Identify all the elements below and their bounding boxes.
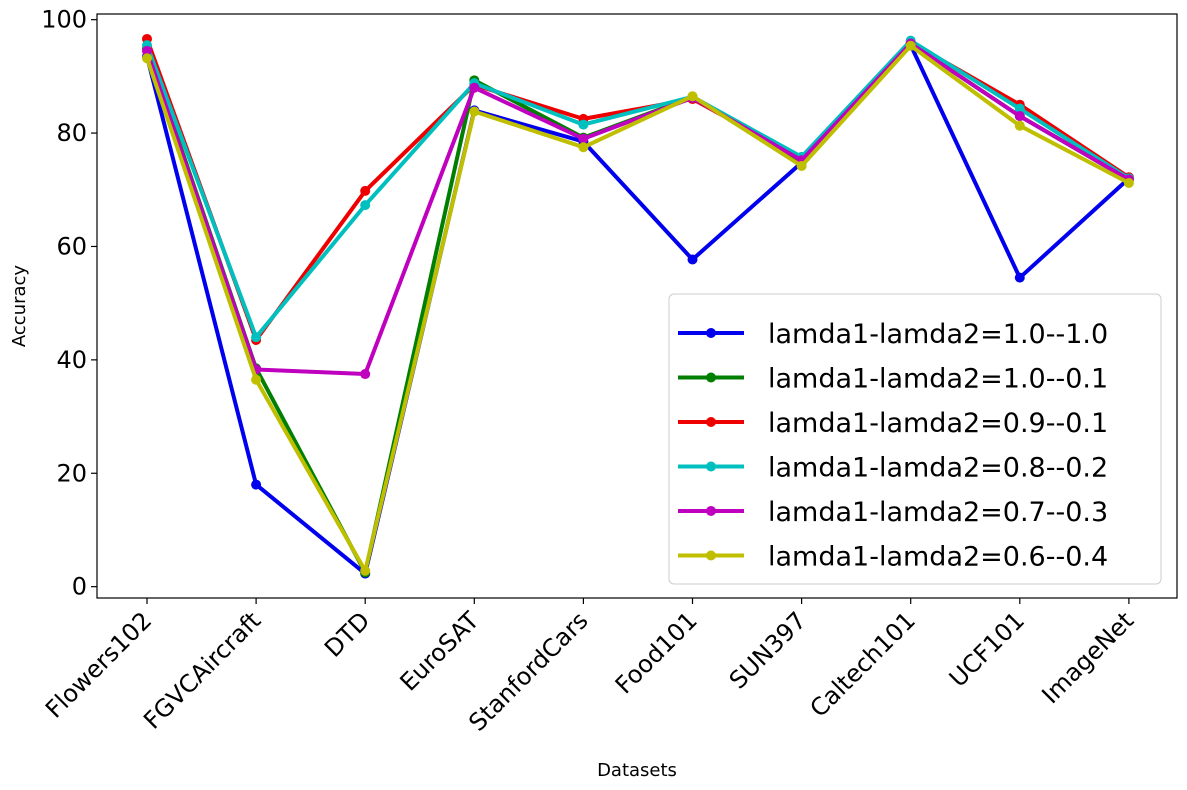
data-point: [1014, 103, 1025, 114]
legend: lamda1-lamda2=1.0--1.0 lamda1-lamda2=1.0-…: [668, 293, 1162, 585]
data-point: [142, 53, 152, 64]
data-point: [578, 142, 589, 153]
data-point: [360, 200, 371, 211]
legend-box: [668, 293, 1162, 585]
legend-label: lamda1-lamda2=0.7--0.3: [768, 497, 1108, 528]
legend-label: lamda1-lamda2=1.0--1.0: [768, 319, 1108, 350]
series-line: [145, 43, 1131, 576]
legend-label: lamda1-lamda2=0.6--0.4: [768, 542, 1108, 573]
series-line: [145, 38, 1130, 340]
plot-frame: [96, 13, 1178, 599]
data-point: [360, 185, 371, 196]
y-tick-label: 60: [56, 232, 87, 260]
data-point: [142, 45, 152, 56]
data-point: [578, 119, 589, 130]
y-axis: 0 20 40 60 80 100: [41, 6, 97, 601]
y-axis-title: Accuracy: [9, 265, 30, 348]
data-point: [1014, 111, 1025, 122]
series-6: [142, 40, 1134, 576]
legend-label: lamda1-lamda2=0.9--0.1: [768, 408, 1108, 439]
data-point: [905, 40, 916, 51]
data-point: [796, 160, 807, 171]
series-line: [145, 41, 1130, 376]
data-point: [687, 91, 698, 102]
legend-swatch-marker: [706, 372, 716, 383]
legend-swatch-marker: [706, 328, 716, 338]
y-tick-label: 40: [56, 346, 87, 374]
y-tick-label: 0: [72, 573, 87, 601]
data-point: [1014, 120, 1025, 131]
data-point: [1123, 177, 1134, 188]
data-point: [251, 374, 262, 385]
series-line: [145, 43, 1130, 573]
legend-swatch-marker: [706, 550, 716, 561]
legend-swatch-marker: [706, 506, 716, 516]
legend-swatch-marker: [706, 417, 716, 427]
legend-label: lamda1-lamda2=1.0--0.1: [768, 364, 1108, 395]
series-layer: [142, 33, 1134, 579]
legend-swatch-marker: [706, 461, 716, 472]
x-axis-title: Datasets: [597, 760, 677, 781]
data-point: [360, 369, 371, 380]
y-tick-label: 100: [41, 6, 87, 34]
data-point: [469, 82, 480, 93]
y-tick-label: 20: [56, 459, 87, 487]
data-point: [469, 106, 480, 117]
y-tick-label: 80: [56, 119, 87, 147]
data-point: [360, 565, 371, 576]
legend-label: lamda1-lamda2=0.8--0.2: [768, 453, 1108, 484]
data-point: [251, 332, 262, 343]
data-point: [1014, 272, 1025, 283]
data-point: [687, 254, 698, 265]
data-point: [251, 479, 262, 490]
data-point: [578, 133, 589, 144]
